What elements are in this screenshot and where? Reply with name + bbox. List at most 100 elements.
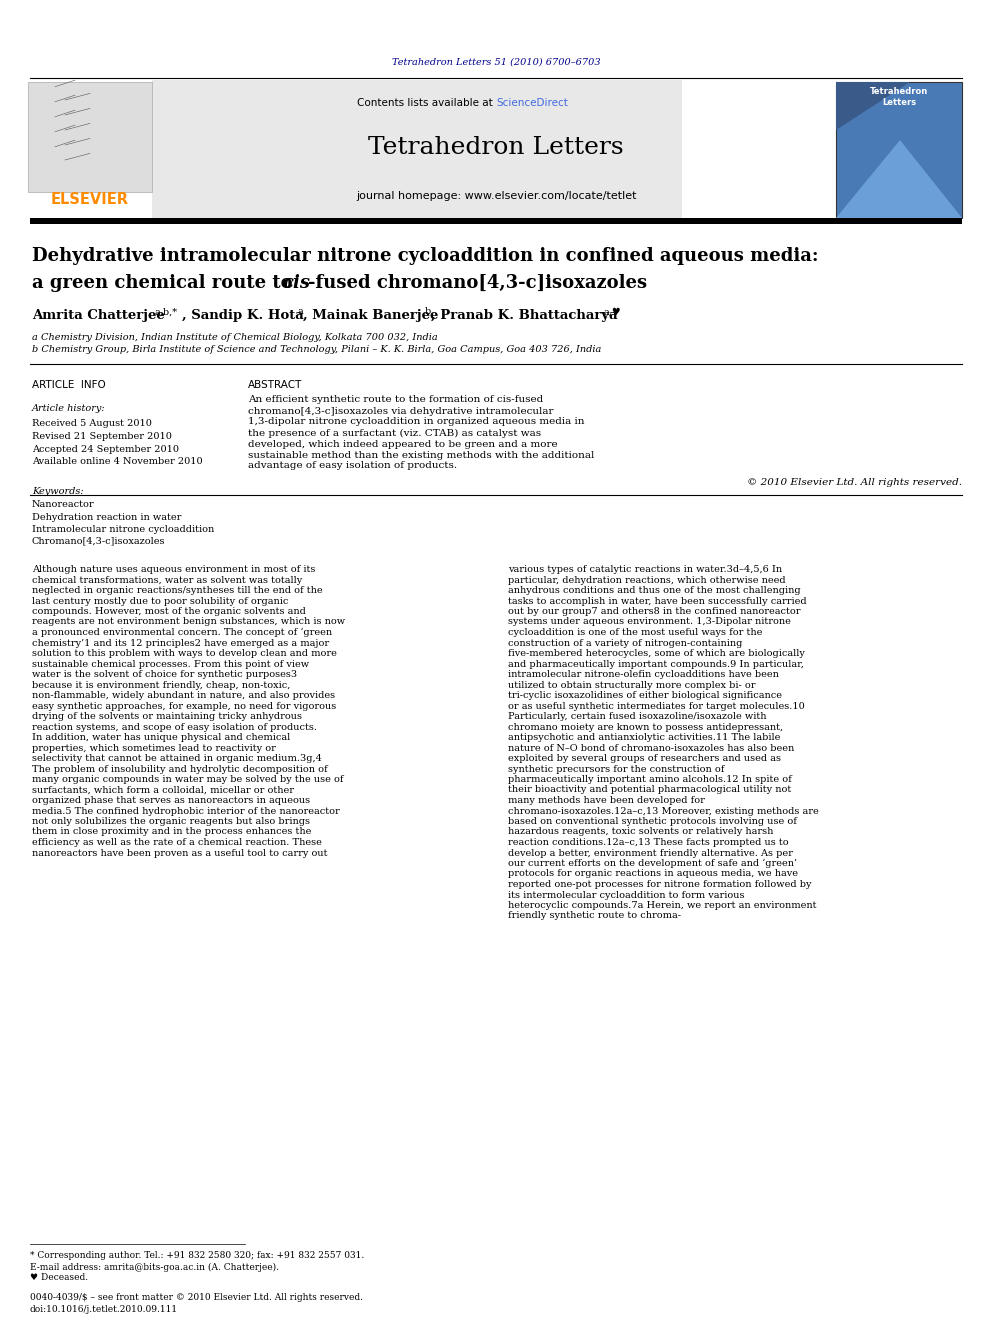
FancyBboxPatch shape <box>28 82 152 192</box>
Text: , Pranab K. Bhattacharya: , Pranab K. Bhattacharya <box>431 310 617 323</box>
Polygon shape <box>836 82 910 130</box>
Text: Nanoreactor: Nanoreactor <box>32 500 94 509</box>
Text: exploited by several groups of researchers and used as: exploited by several groups of researche… <box>508 754 781 763</box>
Text: water is the solvent of choice for synthetic purposes3: water is the solvent of choice for synth… <box>32 669 298 679</box>
Text: various types of catalytic reactions in water.3d–4,5,6 In: various types of catalytic reactions in … <box>508 565 782 574</box>
Text: chromano-isoxazoles.12a–c,13 Moreover, existing methods are: chromano-isoxazoles.12a–c,13 Moreover, e… <box>508 807 818 815</box>
Text: pharmaceutically important amino alcohols.12 In spite of: pharmaceutically important amino alcohol… <box>508 775 792 785</box>
FancyBboxPatch shape <box>152 79 682 218</box>
Text: drying of the solvents or maintaining tricky anhydrous: drying of the solvents or maintaining tr… <box>32 712 302 721</box>
Text: last century mostly due to poor solubility of organic: last century mostly due to poor solubili… <box>32 597 289 606</box>
Text: cycloaddition is one of the most useful ways for the: cycloaddition is one of the most useful … <box>508 628 763 636</box>
Text: doi:10.1016/j.tetlet.2010.09.111: doi:10.1016/j.tetlet.2010.09.111 <box>30 1306 179 1315</box>
Text: many methods have been developed for: many methods have been developed for <box>508 796 705 804</box>
Text: utilized to obtain structurally more complex bi- or: utilized to obtain structurally more com… <box>508 680 756 689</box>
Text: friendly synthetic route to chroma-: friendly synthetic route to chroma- <box>508 912 681 921</box>
Text: compounds. However, most of the organic solvents and: compounds. However, most of the organic … <box>32 607 306 617</box>
Text: their bioactivity and potential pharmacological utility not: their bioactivity and potential pharmaco… <box>508 786 792 795</box>
Text: develop a better, environment friendly alternative. As per: develop a better, environment friendly a… <box>508 848 793 857</box>
Text: Particularly, certain fused isoxazoline/isoxazole with: Particularly, certain fused isoxazoline/… <box>508 712 767 721</box>
Text: Dehydrative intramolecular nitrone cycloaddition in confined aqueous media:: Dehydrative intramolecular nitrone cyclo… <box>32 247 818 265</box>
Text: not only solubilizes the organic reagents but also brings: not only solubilizes the organic reagent… <box>32 818 310 826</box>
Text: tasks to accomplish in water, have been successfully carried: tasks to accomplish in water, have been … <box>508 597 806 606</box>
Text: Accepted 24 September 2010: Accepted 24 September 2010 <box>32 445 179 454</box>
Text: its intermolecular cycloaddition to form various: its intermolecular cycloaddition to form… <box>508 890 745 900</box>
Text: nature of N–O bond of chromano-isoxazoles has also been: nature of N–O bond of chromano-isoxazole… <box>508 744 795 753</box>
Text: tri-cyclic isoxazolidines of either biological significance: tri-cyclic isoxazolidines of either biol… <box>508 691 782 700</box>
Text: b: b <box>425 307 432 316</box>
Text: reaction conditions.12a–c,13 These facts prompted us to: reaction conditions.12a–c,13 These facts… <box>508 837 789 847</box>
Text: journal homepage: www.elsevier.com/locate/tetlet: journal homepage: www.elsevier.com/locat… <box>356 191 636 201</box>
Text: solution to this problem with ways to develop clean and more: solution to this problem with ways to de… <box>32 650 337 658</box>
Text: many organic compounds in water may be solved by the use of: many organic compounds in water may be s… <box>32 775 343 785</box>
Text: Keywords:: Keywords: <box>32 487 83 496</box>
Text: sustainable method than the existing methods with the additional: sustainable method than the existing met… <box>248 451 594 459</box>
Text: a green chemical route to: a green chemical route to <box>32 274 299 292</box>
Polygon shape <box>836 140 962 218</box>
Text: heterocyclic compounds.7a Herein, we report an environment: heterocyclic compounds.7a Herein, we rep… <box>508 901 816 910</box>
Text: developed, which indeed appeared to be green and a more: developed, which indeed appeared to be g… <box>248 439 558 448</box>
Text: hazardous reagents, toxic solvents or relatively harsh: hazardous reagents, toxic solvents or re… <box>508 827 774 836</box>
Text: Dehydration reaction in water: Dehydration reaction in water <box>32 512 182 521</box>
Text: An efficient synthetic route to the formation of cis-fused: An efficient synthetic route to the form… <box>248 396 544 405</box>
Text: properties, which sometimes lead to reactivity or: properties, which sometimes lead to reac… <box>32 744 276 753</box>
Text: © 2010 Elsevier Ltd. All rights reserved.: © 2010 Elsevier Ltd. All rights reserved… <box>747 478 962 487</box>
Text: Tetrahedron Letters: Tetrahedron Letters <box>368 136 624 160</box>
Text: synthetic precursors for the construction of: synthetic precursors for the constructio… <box>508 765 724 774</box>
FancyBboxPatch shape <box>836 82 962 218</box>
Text: reported one-pot processes for nitrone formation followed by: reported one-pot processes for nitrone f… <box>508 880 811 889</box>
Text: chemistry’1 and its 12 principles2 have emerged as a major: chemistry’1 and its 12 principles2 have … <box>32 639 329 647</box>
Text: construction of a variety of nitrogen-containing: construction of a variety of nitrogen-co… <box>508 639 742 647</box>
Text: out by our group7 and others8 in the confined nanoreactor: out by our group7 and others8 in the con… <box>508 607 801 617</box>
Text: ARTICLE  INFO: ARTICLE INFO <box>32 380 106 390</box>
Text: Available online 4 November 2010: Available online 4 November 2010 <box>32 458 202 467</box>
Text: , Sandip K. Hota: , Sandip K. Hota <box>182 310 304 323</box>
Text: ScienceDirect: ScienceDirect <box>496 98 567 108</box>
Text: efficiency as well as the rate of a chemical reaction. These: efficiency as well as the rate of a chem… <box>32 837 321 847</box>
Text: Tetrahedron
Letters: Tetrahedron Letters <box>870 87 929 107</box>
Text: Article history:: Article history: <box>32 404 105 413</box>
Text: Contents lists available at: Contents lists available at <box>357 98 496 108</box>
Text: Although nature uses aqueous environment in most of its: Although nature uses aqueous environment… <box>32 565 315 574</box>
Text: The problem of insolubility and hydrolytic decomposition of: The problem of insolubility and hydrolyt… <box>32 765 327 774</box>
Text: advantage of easy isolation of products.: advantage of easy isolation of products. <box>248 462 457 471</box>
Text: * Corresponding author. Tel.: +91 832 2580 320; fax: +91 832 2557 031.: * Corresponding author. Tel.: +91 832 25… <box>30 1252 364 1261</box>
Text: particular, dehydration reactions, which otherwise need: particular, dehydration reactions, which… <box>508 576 786 585</box>
Text: organized phase that serves as nanoreactors in aqueous: organized phase that serves as nanoreact… <box>32 796 310 804</box>
Text: a pronounced environmental concern. The concept of ‘green: a pronounced environmental concern. The … <box>32 628 332 638</box>
Text: based on conventional synthetic protocols involving use of: based on conventional synthetic protocol… <box>508 818 797 826</box>
Text: the presence of a surfactant (viz. CTAB) as catalyst was: the presence of a surfactant (viz. CTAB)… <box>248 429 541 438</box>
Text: Chromano[4,3-c]isoxazoles: Chromano[4,3-c]isoxazoles <box>32 537 166 545</box>
Text: anhydrous conditions and thus one of the most challenging: anhydrous conditions and thus one of the… <box>508 586 801 595</box>
Text: -fused chromano[4,3-c]isoxazoles: -fused chromano[4,3-c]isoxazoles <box>308 274 647 292</box>
Text: reagents are not environment benign substances, which is now: reagents are not environment benign subs… <box>32 618 345 627</box>
Text: neglected in organic reactions/syntheses till the end of the: neglected in organic reactions/syntheses… <box>32 586 322 595</box>
Text: a,♥: a,♥ <box>603 307 621 316</box>
Text: intramolecular nitrone-olefin cycloadditions have been: intramolecular nitrone-olefin cycloaddit… <box>508 669 779 679</box>
Text: five-membered heterocycles, some of which are biologically: five-membered heterocycles, some of whic… <box>508 650 805 658</box>
Text: cis: cis <box>282 274 310 292</box>
Text: E-mail address: amrita@bits-goa.ac.in (A. Chatterjee).: E-mail address: amrita@bits-goa.ac.in (A… <box>30 1262 279 1271</box>
Text: nanoreactors have been proven as a useful tool to carry out: nanoreactors have been proven as a usefu… <box>32 848 327 857</box>
Text: systems under aqueous environment. 1,3-Dipolar nitrone: systems under aqueous environment. 1,3-D… <box>508 618 791 627</box>
Text: ABSTRACT: ABSTRACT <box>248 380 303 390</box>
Text: Revised 21 September 2010: Revised 21 September 2010 <box>32 431 172 441</box>
Text: 0040-4039/$ – see front matter © 2010 Elsevier Ltd. All rights reserved.: 0040-4039/$ – see front matter © 2010 El… <box>30 1294 363 1303</box>
Text: ELSEVIER: ELSEVIER <box>51 193 129 208</box>
Text: sustainable chemical processes. From this point of view: sustainable chemical processes. From thi… <box>32 659 310 668</box>
Text: chemical transformations, water as solvent was totally: chemical transformations, water as solve… <box>32 576 303 585</box>
Text: Intramolecular nitrone cycloaddition: Intramolecular nitrone cycloaddition <box>32 524 214 533</box>
Text: In addition, water has unique physical and chemical: In addition, water has unique physical a… <box>32 733 291 742</box>
Text: chromano[4,3-c]isoxazoles via dehydrative intramolecular: chromano[4,3-c]isoxazoles via dehydrativ… <box>248 406 554 415</box>
Text: protocols for organic reactions in aqueous media, we have: protocols for organic reactions in aqueo… <box>508 869 798 878</box>
Text: a: a <box>297 307 303 316</box>
Text: ♥ Deceased.: ♥ Deceased. <box>30 1274 88 1282</box>
Text: because it is environment friendly, cheap, non-toxic,: because it is environment friendly, chea… <box>32 680 291 689</box>
Text: 1,3-dipolar nitrone cycloaddition in organized aqueous media in: 1,3-dipolar nitrone cycloaddition in org… <box>248 418 584 426</box>
Text: surfactants, which form a colloidal, micellar or other: surfactants, which form a colloidal, mic… <box>32 786 294 795</box>
Text: them in close proximity and in the process enhances the: them in close proximity and in the proce… <box>32 827 311 836</box>
Text: Tetrahedron Letters 51 (2010) 6700–6703: Tetrahedron Letters 51 (2010) 6700–6703 <box>392 57 600 66</box>
Text: Amrita Chatterjee: Amrita Chatterjee <box>32 310 165 323</box>
Text: easy synthetic approaches, for example, no need for vigorous: easy synthetic approaches, for example, … <box>32 701 336 710</box>
Text: non-flammable, widely abundant in nature, and also provides: non-flammable, widely abundant in nature… <box>32 691 335 700</box>
